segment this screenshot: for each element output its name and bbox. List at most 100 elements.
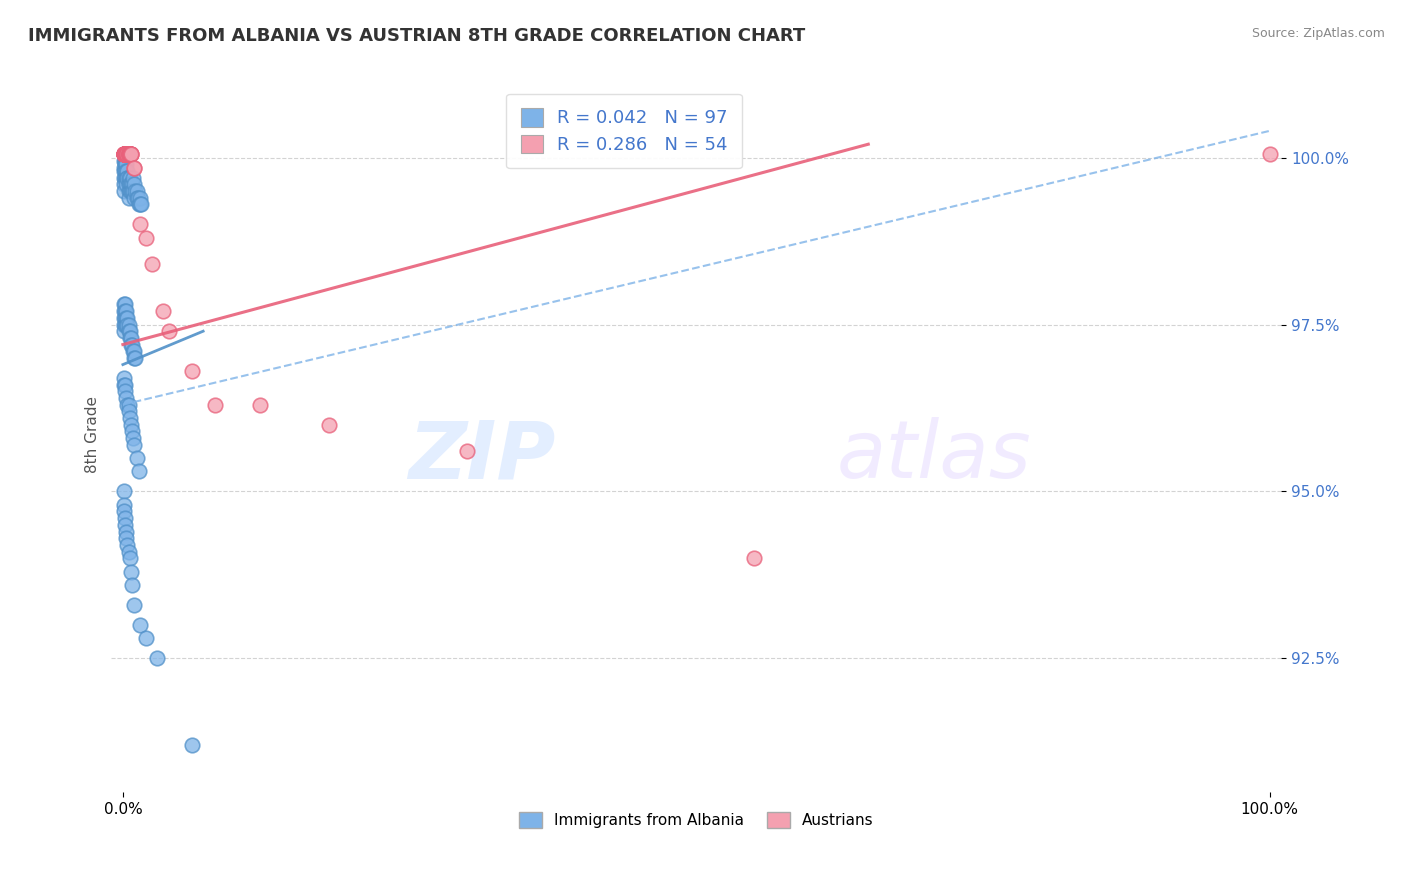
Point — [125, 191, 148, 205]
Point — [456, 444, 478, 458]
Point — [112, 324, 135, 338]
Point — [115, 170, 138, 185]
Point — [117, 170, 139, 185]
Point — [112, 310, 135, 325]
Point — [129, 618, 152, 632]
Point — [117, 147, 139, 161]
Point — [118, 147, 141, 161]
Point — [120, 147, 142, 161]
Point — [124, 598, 146, 612]
Point — [112, 178, 135, 192]
Point — [114, 318, 136, 332]
Point — [112, 498, 135, 512]
Point — [114, 310, 136, 325]
Point — [115, 310, 138, 325]
Point — [115, 147, 138, 161]
Point — [115, 147, 138, 161]
Point — [114, 511, 136, 525]
Point — [118, 147, 141, 161]
Point — [124, 351, 146, 365]
Point — [117, 398, 139, 412]
Point — [114, 147, 136, 161]
Point — [122, 170, 145, 185]
Point — [117, 147, 139, 161]
Point — [124, 161, 146, 175]
Point — [114, 147, 136, 161]
Point — [114, 170, 136, 185]
Point — [124, 438, 146, 452]
Point — [115, 147, 138, 161]
Point — [122, 431, 145, 445]
Point — [112, 147, 135, 161]
Point — [112, 504, 135, 518]
Point — [114, 147, 136, 161]
Point — [204, 398, 226, 412]
Point — [115, 524, 138, 539]
Point — [124, 344, 146, 359]
Point — [121, 425, 143, 439]
Point — [249, 398, 271, 412]
Point — [115, 531, 138, 545]
Point — [112, 147, 135, 161]
Point — [121, 184, 143, 198]
Point — [114, 304, 136, 318]
Point — [114, 297, 136, 311]
Point — [117, 164, 139, 178]
Point — [115, 178, 138, 192]
Point — [114, 164, 136, 178]
Point — [117, 398, 139, 412]
Point — [118, 324, 141, 338]
Point — [124, 161, 146, 175]
Point — [120, 331, 142, 345]
Point — [112, 318, 135, 332]
Point — [118, 178, 141, 192]
Point — [114, 147, 136, 161]
Point — [114, 384, 136, 399]
Point — [117, 310, 139, 325]
Point — [112, 170, 135, 185]
Point — [118, 147, 141, 161]
Point — [118, 147, 141, 161]
Point — [117, 404, 139, 418]
Point — [146, 651, 169, 665]
Legend: Immigrants from Albania, Austrians: Immigrants from Albania, Austrians — [513, 806, 880, 834]
Point — [318, 417, 340, 432]
Point — [112, 304, 135, 318]
Point — [114, 147, 136, 161]
Point — [117, 147, 139, 161]
Point — [122, 344, 145, 359]
Point — [117, 538, 139, 552]
Point — [124, 184, 146, 198]
Point — [117, 147, 139, 161]
Point — [112, 184, 135, 198]
Point — [118, 170, 141, 185]
Point — [117, 178, 139, 192]
Point — [118, 147, 141, 161]
Point — [121, 578, 143, 592]
Point — [122, 184, 145, 198]
Point — [1258, 147, 1281, 161]
Point — [120, 147, 142, 161]
Point — [118, 147, 141, 161]
Point — [114, 153, 136, 168]
Text: atlas: atlas — [837, 417, 1032, 495]
Point — [115, 318, 138, 332]
Point — [124, 351, 146, 365]
Point — [112, 147, 135, 161]
Point — [112, 377, 135, 392]
Text: ZIP: ZIP — [409, 417, 555, 495]
Y-axis label: 8th Grade: 8th Grade — [86, 396, 100, 473]
Point — [128, 197, 150, 211]
Point — [118, 147, 141, 161]
Point — [115, 304, 138, 318]
Point — [135, 230, 157, 244]
Point — [118, 331, 141, 345]
Point — [117, 147, 139, 161]
Point — [112, 153, 135, 168]
Point — [118, 147, 141, 161]
Point — [112, 147, 135, 161]
Point — [129, 197, 152, 211]
Point — [114, 517, 136, 532]
Point — [117, 184, 139, 198]
Point — [120, 178, 142, 192]
